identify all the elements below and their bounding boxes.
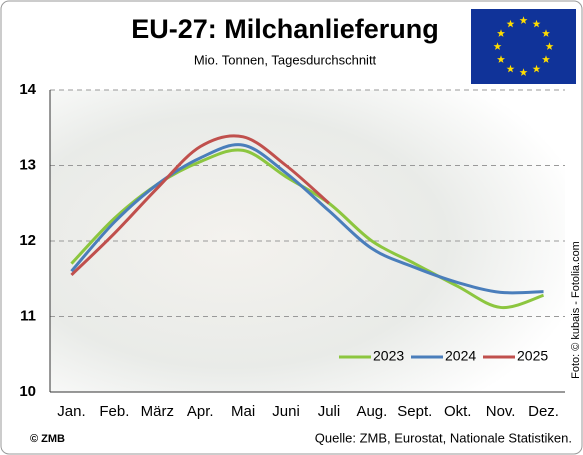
star — [519, 16, 528, 24]
x-tick-label: Mai — [231, 403, 255, 420]
x-tick-label: Juni — [272, 403, 300, 420]
star — [532, 64, 541, 73]
star — [519, 68, 528, 76]
legend-label: 2023 — [373, 348, 404, 364]
star — [506, 64, 515, 73]
x-tick-label: Nov. — [486, 403, 516, 420]
chart-title: EU-27: Milchanlieferung — [131, 14, 439, 44]
series-line — [70, 134, 330, 277]
star — [542, 55, 550, 63]
x-tick-label: Juli — [318, 403, 341, 420]
star — [497, 29, 505, 37]
chart-subtitle: Mio. Tonnen, Tagesdurchschnitt — [194, 52, 377, 67]
x-tick-label: Feb. — [99, 403, 129, 420]
series-line — [70, 143, 544, 295]
brand: © ZMB — [30, 433, 65, 445]
x-tick-label: Okt. — [444, 403, 472, 420]
y-tick-label: 12 — [19, 232, 36, 249]
y-tick-label: 11 — [20, 307, 36, 324]
x-tick-label: März — [141, 403, 174, 420]
star — [532, 19, 541, 28]
y-tick-label: 10 — [19, 383, 36, 400]
y-tick-label: 13 — [19, 156, 36, 173]
x-tick-label: Apr. — [187, 403, 214, 420]
x-tick-label: Sept. — [397, 403, 432, 420]
star — [497, 55, 505, 63]
photo-credit: Foto: © kubais - Fotolia.com — [570, 241, 582, 379]
x-tick-label: Aug. — [356, 403, 387, 420]
star — [493, 42, 502, 50]
legend-label: 2025 — [517, 348, 548, 364]
background-image — [50, 90, 565, 392]
source: Quelle: ZMB, Eurostat, Nationale Statist… — [315, 430, 572, 445]
eu-flag — [471, 9, 576, 84]
x-tick-label: Jan. — [57, 403, 85, 420]
star — [506, 19, 515, 28]
x-tick-label: Dez. — [528, 403, 559, 420]
legend-label: 2024 — [445, 348, 476, 364]
star — [542, 29, 550, 37]
star — [545, 42, 554, 50]
y-tick-label: 14 — [19, 81, 36, 98]
